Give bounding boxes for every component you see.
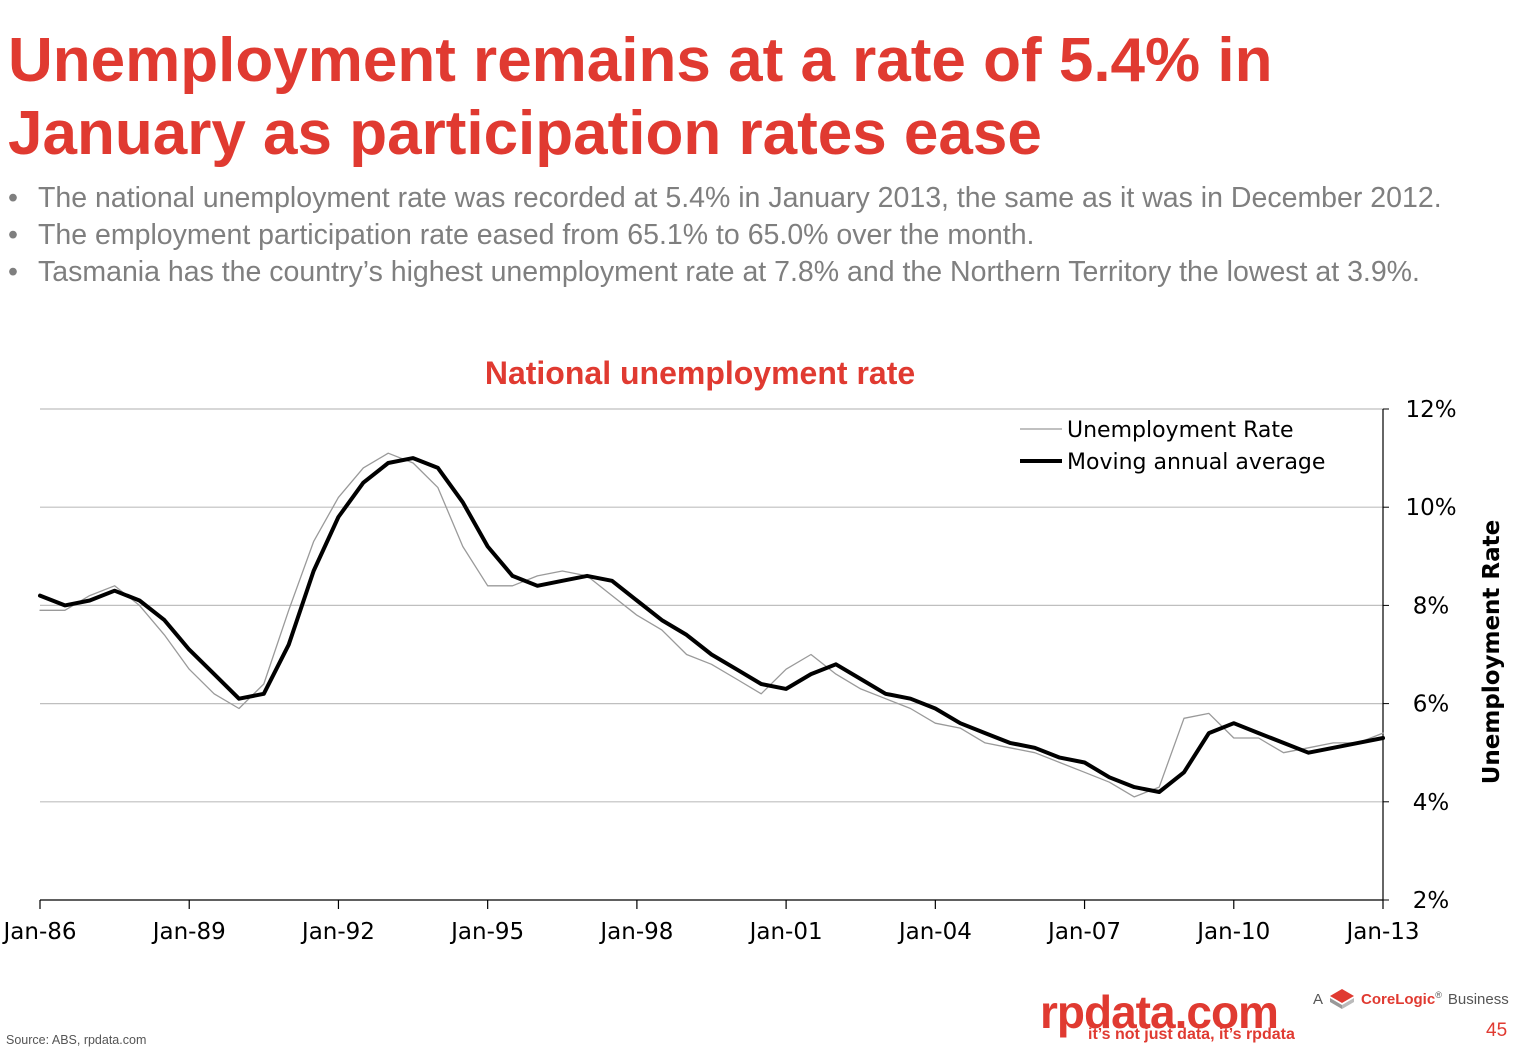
bullet-dot: • bbox=[8, 256, 18, 288]
bullet-text: Tasmania has the country’s highest unemp… bbox=[38, 256, 1420, 288]
y-tick-label: 4% bbox=[1413, 790, 1450, 816]
x-tick-label: Jan-98 bbox=[598, 919, 673, 945]
y-axis-label: Unemployment Rate bbox=[1479, 520, 1505, 785]
y-tick-label: 8% bbox=[1413, 593, 1450, 619]
bullet-text: The national unemployment rate was recor… bbox=[38, 182, 1442, 214]
legend: Unemployment Rate Moving annual average bbox=[1020, 418, 1325, 475]
legend-label-moving-average: Moving annual average bbox=[1067, 450, 1325, 475]
corelogic-mark: ® bbox=[1435, 990, 1442, 1000]
x-tick-label: Jan-07 bbox=[1046, 919, 1121, 945]
x-tick-label: Jan-10 bbox=[1195, 919, 1270, 945]
x-tick-label: Jan-89 bbox=[151, 919, 226, 945]
chart-title: National unemployment rate bbox=[484, 355, 916, 391]
bullet-item: • The employment participation rate eased… bbox=[8, 217, 1508, 254]
rpdata-tagline: it’s not just data, it’s rpdata bbox=[1088, 1026, 1295, 1043]
corelogic-logo-icon bbox=[1330, 989, 1355, 1009]
bullet-dot: • bbox=[8, 219, 18, 251]
y-tick-label: 2% bbox=[1413, 888, 1450, 914]
series-lines bbox=[38, 452, 1385, 798]
bullet-dot: • bbox=[8, 182, 18, 214]
y-tick-label: 10% bbox=[1405, 495, 1456, 521]
legend-label-unemployment-rate: Unemployment Rate bbox=[1067, 418, 1294, 443]
corelogic-prefix: A bbox=[1313, 990, 1324, 1008]
bullet-text: The employment participation rate eased … bbox=[38, 219, 1035, 251]
x-tick-label: Jan-01 bbox=[748, 919, 823, 945]
bullet-item: • The national unemployment rate was reco… bbox=[8, 180, 1508, 217]
x-tick-label: Jan-04 bbox=[897, 919, 972, 945]
bullet-item: • Tasmania has the country’s highest unem… bbox=[8, 254, 1508, 291]
corelogic-name: CoreLogic bbox=[1361, 991, 1436, 1008]
x-tick-label: Jan-13 bbox=[1344, 919, 1419, 945]
source-note: Source: ABS, rpdata.com bbox=[6, 1033, 147, 1047]
x-tick-label: Jan-86 bbox=[1, 919, 76, 945]
x-tick-label: Jan-92 bbox=[300, 919, 375, 945]
page-number: 45 bbox=[1486, 1020, 1508, 1041]
y-tick-label: 12% bbox=[1405, 397, 1456, 423]
axes: 2% 4% 6% 8% 10% 12% Jan-86 Jan-89 Jan-92 Jan-95 Ja… bbox=[1, 397, 1456, 945]
x-tick-label: Jan-95 bbox=[449, 919, 524, 945]
slide-title: Unemployment remains at a rate of 5.4% i… bbox=[8, 26, 1273, 168]
series-line-unemployment-rate bbox=[39, 452, 1384, 798]
gridlines bbox=[40, 408, 1383, 803]
rpdata-logo: rpdata.com bbox=[1040, 986, 1279, 1038]
corelogic-suffix: Business bbox=[1447, 990, 1509, 1008]
series-line-moving-annual-average bbox=[38, 456, 1385, 794]
corelogic-badge: A CoreLogic® Business bbox=[1313, 988, 1509, 1010]
unemployment-line-chart: 2% 4% 6% 8% 10% 12% Jan-86 Jan-89 Jan-92 Jan-95 Ja… bbox=[1, 397, 1505, 945]
y-tick-label: 6% bbox=[1413, 692, 1450, 718]
bullet-list: • The national unemployment rate was reco… bbox=[8, 180, 1508, 291]
